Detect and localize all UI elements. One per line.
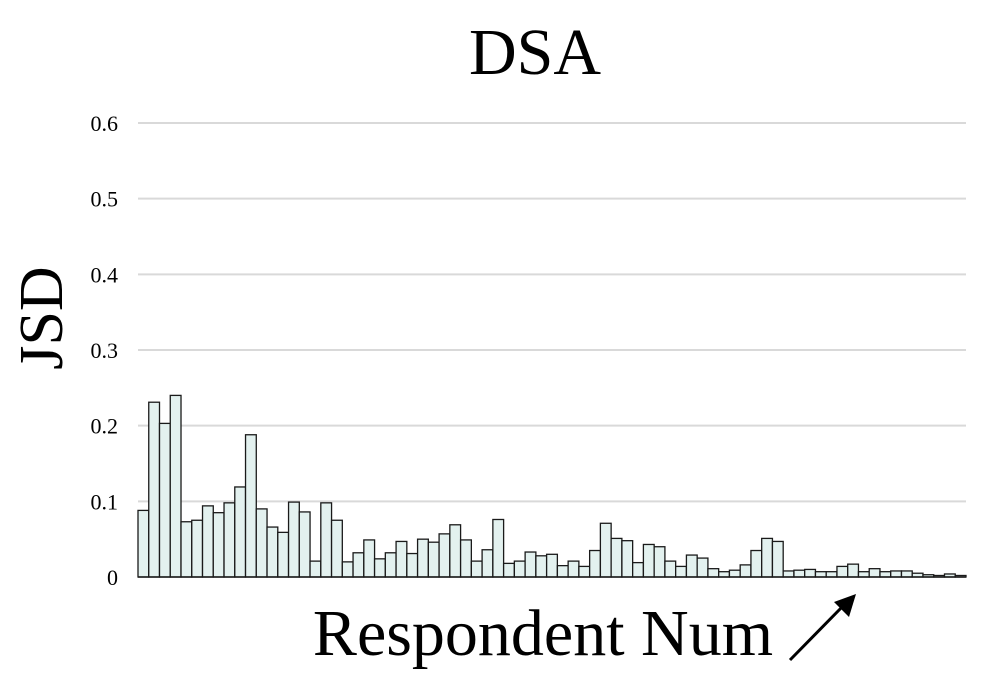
bar (900, 570, 913, 578)
y-tick-label: 0.4 (91, 262, 119, 287)
bar (728, 569, 741, 578)
bar (545, 553, 559, 578)
bar (761, 537, 774, 578)
bar (804, 568, 817, 578)
bar (825, 571, 838, 578)
bar (492, 518, 505, 578)
bar (696, 557, 709, 578)
bar (771, 540, 784, 578)
bar (685, 554, 698, 578)
bar (588, 549, 602, 578)
bar (621, 540, 634, 578)
bar (244, 434, 257, 578)
bar (513, 560, 526, 578)
y-tick-label: 0.3 (91, 338, 119, 363)
bar (277, 531, 290, 578)
bar (201, 505, 214, 578)
y-tick-labels: 0 0.1 0.2 0.3 0.4 0.5 0.6 (91, 111, 119, 590)
bar (524, 551, 537, 578)
y-tick-label: 0.6 (91, 111, 119, 136)
bar (212, 512, 225, 578)
bar (341, 561, 354, 578)
bar (857, 571, 870, 578)
bar (438, 533, 451, 578)
bar (406, 552, 419, 578)
bar (191, 519, 204, 578)
bar (169, 394, 182, 578)
bar (373, 558, 386, 578)
bar (750, 549, 763, 578)
bar (578, 565, 591, 578)
bar (416, 538, 429, 578)
bar (148, 401, 161, 578)
bar (395, 540, 408, 578)
bar (459, 539, 473, 578)
bar (352, 552, 365, 578)
bar (868, 568, 881, 578)
y-tick-label: 0.1 (91, 489, 119, 514)
bar (793, 569, 806, 578)
gridlines (138, 122, 966, 503)
bar (320, 502, 333, 578)
bar (287, 501, 300, 578)
bar (363, 539, 376, 578)
bar (223, 502, 236, 578)
bar (266, 526, 279, 578)
bar (309, 560, 322, 578)
bar (180, 521, 193, 578)
bar (847, 563, 860, 578)
bar (814, 571, 827, 578)
bar (234, 486, 247, 578)
bar (449, 524, 462, 578)
bar (879, 571, 892, 578)
bar (427, 541, 440, 578)
y-axis-label: JSD (8, 266, 76, 369)
bar (707, 568, 720, 578)
bar (298, 511, 311, 578)
bar (836, 565, 849, 578)
bar (718, 571, 731, 578)
bar (599, 522, 612, 578)
bar (255, 508, 268, 578)
bar (556, 565, 569, 578)
x-axis-label: Respondent Num (313, 597, 773, 670)
bar (470, 560, 483, 578)
bar (567, 560, 580, 578)
bar (384, 552, 397, 578)
bar (632, 561, 645, 578)
chart-title: DSA (469, 16, 601, 89)
bar (653, 546, 666, 578)
increasing-arrow-icon (788, 594, 856, 662)
bar (610, 537, 623, 578)
bar (137, 509, 150, 578)
bar (675, 565, 688, 578)
bar (330, 519, 343, 578)
bars (137, 394, 967, 578)
y-tick-label: 0.2 (91, 414, 119, 439)
bar (782, 570, 795, 578)
bar (739, 564, 752, 578)
bar (890, 570, 903, 578)
bar (535, 555, 548, 578)
y-tick-label: 0 (107, 565, 118, 590)
bar (502, 562, 516, 578)
bar (642, 543, 655, 578)
bar (158, 422, 171, 578)
bar (481, 549, 494, 578)
bar (664, 560, 677, 578)
y-tick-label: 0.5 (91, 187, 119, 212)
